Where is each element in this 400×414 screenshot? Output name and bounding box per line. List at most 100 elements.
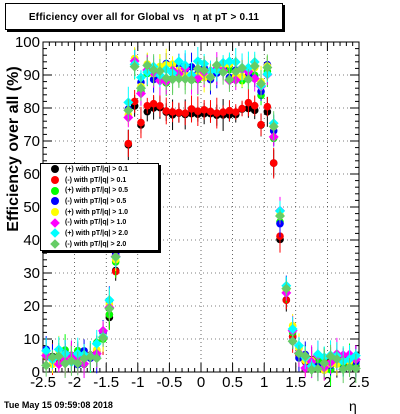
legend-marker [50, 239, 60, 249]
data-point [173, 73, 184, 84]
data-point [344, 362, 355, 373]
data-point [243, 74, 254, 85]
data-point [205, 72, 216, 83]
x-tick-label: 2 [323, 374, 331, 391]
data-point [287, 323, 298, 334]
data-point [124, 139, 133, 148]
legend-marker [50, 228, 60, 239]
y-tick-label: 60 [23, 166, 40, 183]
data-point [281, 283, 292, 294]
data-point [167, 74, 178, 85]
x-tick-label: 2.5 [349, 374, 370, 391]
y-tick-label: 40 [23, 232, 40, 249]
data-point [180, 73, 191, 84]
data-point [130, 97, 139, 106]
y-tick-label: 10 [23, 331, 40, 348]
data-point [331, 354, 342, 365]
data-point [306, 364, 317, 375]
legend: (+) with pT/|q| > 0.1 (-) with pT/|q| > … [40, 163, 159, 251]
legend-marker [51, 186, 59, 195]
legend-entry: (-) with pT/|q| > 0.5 [41, 196, 158, 207]
legend-label: (+) with pT/|q| > 2.0 [65, 229, 129, 237]
y-tick-label: 70 [23, 133, 40, 150]
x-tick-label: -1.5 [93, 374, 119, 391]
data-point [268, 121, 279, 132]
data-point [287, 336, 298, 347]
y-tick-label: 0 [32, 364, 40, 381]
data-point [275, 210, 285, 221]
legend-marker [51, 165, 59, 174]
chart-title: Efficiency over all for Global vs η at p… [28, 12, 260, 23]
legend-marker [51, 197, 59, 206]
data-point [156, 101, 164, 110]
data-point [244, 98, 253, 107]
legend-entry: (-) with pT/|q| > 2.0 [41, 239, 158, 250]
data-point [218, 67, 229, 78]
legend-marker [51, 208, 59, 217]
data-point [269, 159, 278, 167]
data-point [175, 108, 183, 117]
data-point [137, 118, 145, 127]
y-tick-label: 30 [23, 265, 40, 282]
legend-entry: (+) with pT/|q| > 0.1 [41, 164, 158, 175]
data-point [350, 363, 361, 374]
data-point [154, 66, 165, 77]
data-point [192, 73, 203, 84]
data-point [142, 60, 153, 71]
data-point [98, 332, 109, 343]
legend-label: (-) with pT/|q| > 2.0 [65, 240, 127, 248]
legend-label: (-) with pT/|q| > 1.0 [65, 219, 127, 227]
data-point [300, 351, 311, 362]
data-point [91, 338, 102, 349]
timestamp: Tue May 15 09:59:08 2018 [4, 400, 113, 410]
x-tick-label: -1 [131, 374, 144, 391]
legend-entry: (-) with pT/|q| > 1.0 [41, 217, 158, 228]
x-tick-label: -0.5 [156, 374, 182, 391]
x-tick-label: 1.5 [285, 374, 306, 391]
data-point [194, 107, 202, 116]
y-tick-label: 80 [23, 100, 40, 117]
x-tick-label: 1 [260, 374, 268, 391]
data-point [238, 104, 246, 113]
data-point [168, 108, 177, 116]
x-tick-label: -2.5 [30, 374, 56, 391]
data-point [224, 74, 235, 85]
y-tick-label: 20 [23, 298, 40, 315]
data-point [199, 65, 210, 76]
data-point [173, 56, 184, 67]
data-point [186, 74, 197, 85]
data-point [250, 101, 259, 110]
x-axis-label: η [349, 398, 357, 414]
data-point [110, 251, 121, 262]
data-point [187, 105, 196, 113]
legend-entry: (-) with pT/|q| > 0.1 [41, 175, 158, 186]
data-point [263, 102, 272, 111]
data-point [41, 360, 52, 371]
data-point [91, 353, 102, 364]
data-point [129, 61, 140, 72]
y-tick-label: 100 [15, 34, 40, 51]
legend-label: (+) with pT/|q| > 0.1 [65, 165, 129, 173]
data-point [237, 62, 248, 73]
legend-label: (+) with pT/|q| > 1.0 [65, 208, 129, 216]
data-point [53, 351, 64, 362]
y-tick-label: 50 [23, 199, 40, 216]
data-point [181, 109, 189, 117]
data-point [319, 358, 330, 369]
data-point [249, 73, 260, 84]
legend-marker [50, 217, 60, 228]
data-point [200, 106, 208, 114]
y-tick-label: 90 [23, 67, 40, 84]
data-point [135, 83, 146, 94]
x-tick-label: 0.5 [222, 374, 243, 391]
x-tick-label: -2 [68, 374, 81, 391]
data-point [312, 363, 323, 374]
data-point [219, 108, 227, 116]
data-point [213, 109, 221, 117]
data-point [149, 99, 158, 108]
data-point [161, 73, 172, 84]
legend-label: (-) with pT/|q| > 0.5 [65, 197, 127, 205]
data-point [143, 101, 152, 110]
data-point [231, 108, 240, 116]
data-point [72, 358, 83, 369]
